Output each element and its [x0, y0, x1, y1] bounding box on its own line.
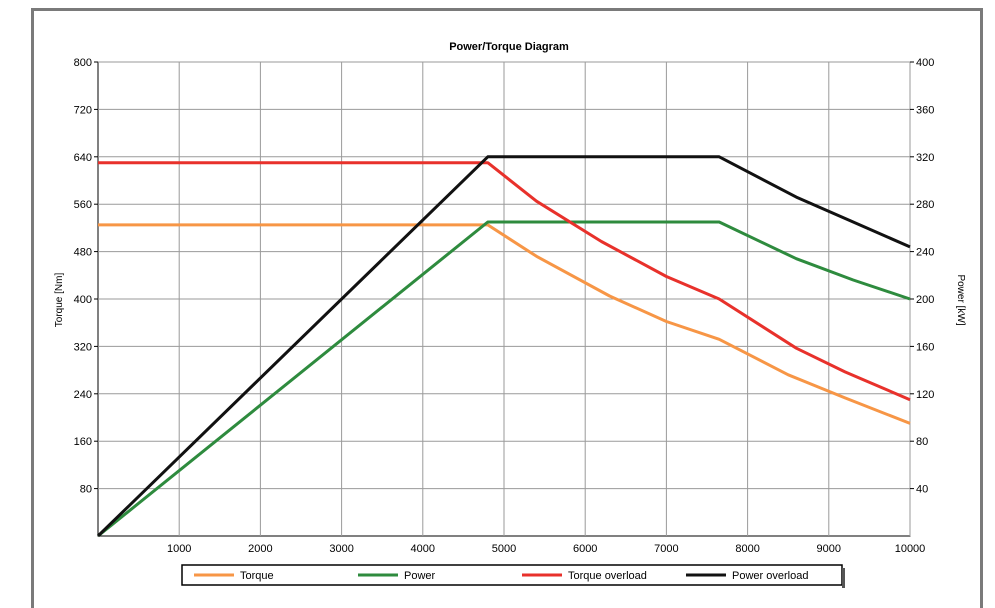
legend-label: Torque — [240, 570, 274, 582]
y-tick-label: 560 — [74, 199, 92, 211]
y2-tick-label: 320 — [916, 152, 934, 164]
y2-tick-label: 360 — [916, 104, 934, 116]
y-tick-label: 240 — [74, 389, 92, 401]
legend: Torque Power Torque overload Power overload — [181, 564, 845, 588]
y-tick-label: 480 — [74, 247, 92, 259]
x-tick-label: 5000 — [492, 543, 516, 555]
y-axis-left-title: Torque [Nm] — [54, 273, 65, 328]
y-axis-right-title: Power [kW] — [955, 274, 966, 325]
x-tick-label: 4000 — [411, 543, 435, 555]
series-line-torque — [98, 223, 911, 425]
y-axis-left: 80 160 240 320 400 480 560 640 720 800 — [74, 57, 98, 496]
legend-shadow — [842, 568, 845, 588]
x-tick-label: 3000 — [329, 543, 353, 555]
x-tick-label: 7000 — [654, 543, 678, 555]
y-tick-label: 80 — [80, 484, 92, 496]
y-tick-label: 800 — [74, 57, 92, 69]
y2-tick-label: 400 — [916, 57, 934, 69]
y-tick-label: 640 — [74, 152, 92, 164]
y-tick-label: 160 — [74, 436, 92, 448]
y2-tick-label: 240 — [916, 247, 934, 259]
series-line-torque-overload — [98, 161, 911, 402]
y2-tick-label: 120 — [916, 389, 934, 401]
x-tick-label: 1000 — [167, 543, 191, 555]
legend-label: Torque overload — [568, 570, 647, 582]
y-axis-right: 40 80 120 160 200 240 280 320 360 400 — [910, 57, 934, 496]
x-axis: 1000 2000 3000 4000 5000 6000 7000 8000 9000 1000… — [167, 543, 925, 555]
y-tick-label: 320 — [74, 341, 92, 353]
series-line-power — [97, 220, 911, 538]
y2-tick-label: 200 — [916, 294, 934, 306]
grid-layer — [98, 61, 911, 536]
x-tick-label: 2000 — [248, 543, 272, 555]
legend-label: Power — [404, 570, 436, 582]
legend-label: Power overload — [732, 570, 808, 582]
x-tick-label: 8000 — [735, 543, 759, 555]
x-tick-label: 10000 — [895, 543, 926, 555]
y2-tick-label: 280 — [916, 199, 934, 211]
series-layer — [96, 155, 911, 538]
y2-tick-label: 40 — [916, 484, 928, 496]
x-tick-label: 9000 — [817, 543, 841, 555]
y2-tick-label: 160 — [916, 341, 934, 353]
y-tick-label: 720 — [74, 104, 92, 116]
x-tick-label: 6000 — [573, 543, 597, 555]
series-line-power-overload — [96, 155, 911, 538]
y-tick-label: 400 — [74, 294, 92, 306]
y2-tick-label: 80 — [916, 436, 928, 448]
chart-title: Power/Torque Diagram — [449, 41, 569, 53]
